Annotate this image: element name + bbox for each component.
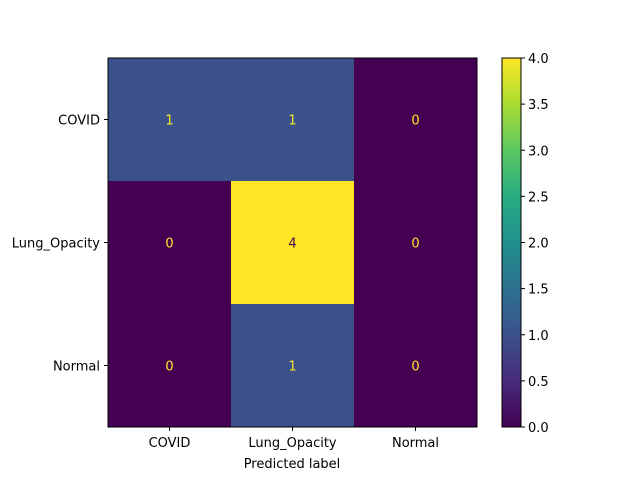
y-tick-label: COVID bbox=[58, 114, 100, 129]
x-axis-title: Predicted label bbox=[244, 457, 341, 472]
colorbar-tick-label: 0.5 bbox=[528, 375, 549, 390]
colorbar-tick-label: 0.0 bbox=[528, 421, 549, 436]
colorbar-axis: 0.0 0.5 1.0 1.5 2.0 2.5 3.0 3.5 4.0 bbox=[521, 52, 549, 436]
cell-annotations: 1 1 0 0 4 0 0 1 0 bbox=[165, 114, 419, 375]
cell-value-label: 1 bbox=[165, 114, 173, 129]
cell-value-label: 0 bbox=[411, 237, 419, 252]
colorbar bbox=[501, 57, 522, 428]
x-axis: COVID Lung_Opacity Normal bbox=[149, 427, 439, 451]
matrix-cell bbox=[231, 181, 355, 305]
cell-value-label: 1 bbox=[288, 114, 296, 129]
y-axis: COVID Lung_Opacity Normal bbox=[12, 114, 108, 375]
matrix-cells bbox=[108, 58, 478, 428]
colorbar-tick-label: 3.0 bbox=[528, 144, 549, 159]
matrix-cell bbox=[231, 58, 355, 182]
colorbar-tick-label: 3.5 bbox=[528, 98, 549, 113]
colorbar-tick-label: 1.0 bbox=[528, 329, 549, 344]
cell-value-label: 0 bbox=[165, 237, 173, 252]
cell-value-label: 1 bbox=[288, 360, 296, 375]
matrix-cell bbox=[108, 58, 232, 182]
x-tick-label: COVID bbox=[149, 436, 191, 451]
cell-value-label: 4 bbox=[288, 237, 296, 252]
x-tick-label: Lung_Opacity bbox=[248, 436, 337, 451]
x-tick-label: Normal bbox=[392, 436, 439, 451]
cell-value-label: 0 bbox=[411, 360, 419, 375]
cell-value-label: 0 bbox=[165, 360, 173, 375]
colorbar-tick-label: 1.5 bbox=[528, 283, 549, 298]
cell-value-label: 0 bbox=[411, 114, 419, 129]
matrix-cell bbox=[108, 304, 232, 428]
y-tick-label: Lung_Opacity bbox=[12, 237, 101, 252]
colorbar-tick-label: 2.5 bbox=[528, 190, 549, 205]
matrix-cell bbox=[108, 181, 232, 305]
y-tick-label: Normal bbox=[53, 360, 100, 375]
colorbar-tick-label: 2.0 bbox=[528, 237, 549, 252]
matrix-cell bbox=[354, 181, 478, 305]
matrix-cell bbox=[354, 304, 478, 428]
matrix-cell bbox=[354, 58, 478, 182]
matrix-cell bbox=[231, 304, 355, 428]
colorbar-tick-label: 4.0 bbox=[528, 52, 549, 67]
